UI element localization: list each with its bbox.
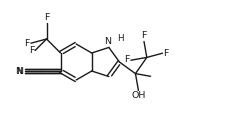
Text: H: H: [117, 34, 124, 43]
Text: F: F: [141, 31, 147, 40]
Text: F: F: [29, 46, 34, 55]
Text: N: N: [16, 66, 23, 76]
Text: N: N: [104, 37, 111, 46]
Text: OH: OH: [131, 92, 146, 100]
Text: F: F: [164, 49, 169, 58]
Text: F: F: [25, 39, 30, 48]
Text: N: N: [15, 66, 22, 76]
Text: F: F: [44, 13, 49, 22]
Text: F: F: [124, 55, 130, 64]
